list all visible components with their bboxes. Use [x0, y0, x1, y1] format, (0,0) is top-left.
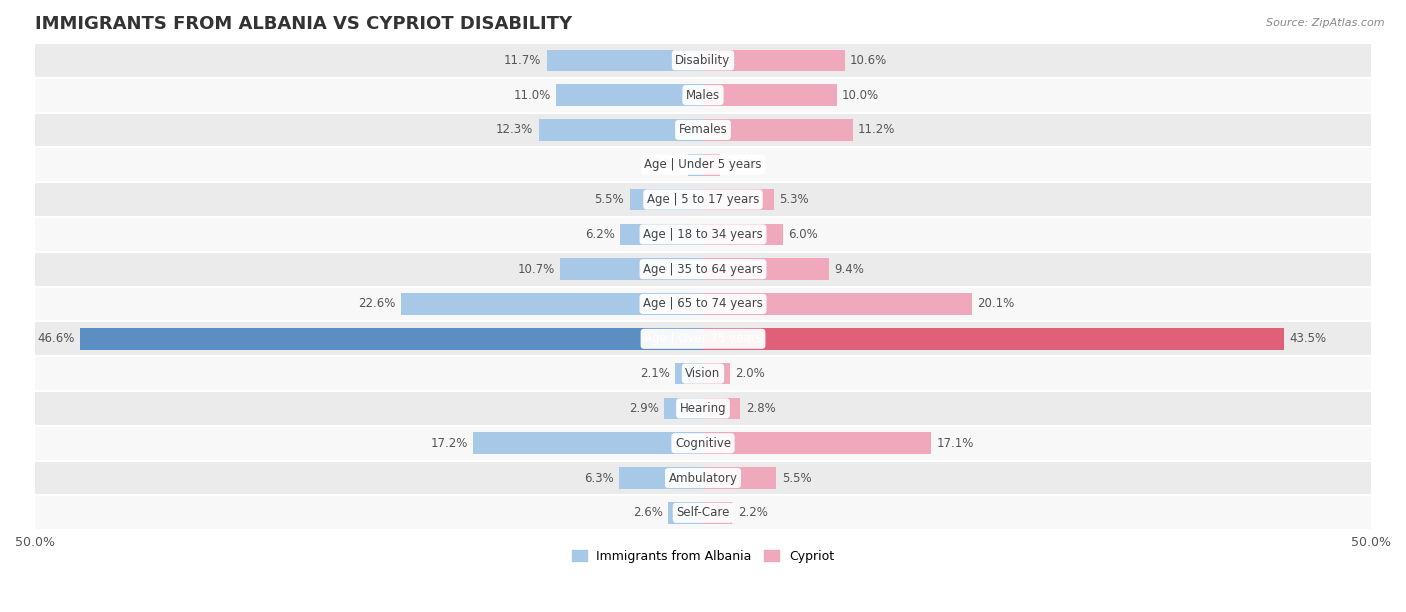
- Bar: [35, 113, 1371, 147]
- Text: Hearing: Hearing: [679, 402, 727, 415]
- Text: 12.3%: 12.3%: [496, 124, 533, 136]
- Bar: [703, 84, 837, 106]
- Bar: [620, 223, 703, 245]
- Text: Males: Males: [686, 89, 720, 102]
- Text: IMMIGRANTS FROM ALBANIA VS CYPRIOT DISABILITY: IMMIGRANTS FROM ALBANIA VS CYPRIOT DISAB…: [35, 15, 572, 33]
- Text: Age | Over 75 years: Age | Over 75 years: [644, 332, 762, 345]
- Text: 17.2%: 17.2%: [430, 437, 468, 450]
- Text: 6.3%: 6.3%: [583, 471, 613, 485]
- Text: 11.2%: 11.2%: [858, 124, 896, 136]
- Bar: [703, 502, 733, 524]
- Text: 10.0%: 10.0%: [842, 89, 879, 102]
- Text: 2.2%: 2.2%: [738, 506, 768, 520]
- Text: 11.7%: 11.7%: [503, 54, 541, 67]
- Bar: [35, 391, 1371, 426]
- Bar: [35, 182, 1371, 217]
- Text: 2.1%: 2.1%: [640, 367, 669, 380]
- Bar: [630, 188, 703, 211]
- Bar: [703, 467, 776, 489]
- Bar: [474, 433, 703, 454]
- Bar: [703, 363, 730, 384]
- Text: Disability: Disability: [675, 54, 731, 67]
- Text: 10.7%: 10.7%: [517, 263, 555, 275]
- Bar: [555, 84, 703, 106]
- Bar: [35, 252, 1371, 286]
- Bar: [703, 293, 972, 315]
- Bar: [538, 119, 703, 141]
- Text: 6.0%: 6.0%: [789, 228, 818, 241]
- Bar: [35, 78, 1371, 113]
- Text: 5.5%: 5.5%: [782, 471, 811, 485]
- Bar: [703, 223, 783, 245]
- Text: 46.6%: 46.6%: [38, 332, 75, 345]
- Bar: [35, 147, 1371, 182]
- Text: 1.3%: 1.3%: [725, 159, 755, 171]
- Bar: [35, 356, 1371, 391]
- Text: Vision: Vision: [685, 367, 721, 380]
- Text: Cognitive: Cognitive: [675, 437, 731, 450]
- Text: 9.4%: 9.4%: [834, 263, 863, 275]
- Text: 2.9%: 2.9%: [628, 402, 659, 415]
- Text: 17.1%: 17.1%: [936, 437, 974, 450]
- Bar: [35, 426, 1371, 461]
- Text: Source: ZipAtlas.com: Source: ZipAtlas.com: [1267, 18, 1385, 28]
- Text: Age | 18 to 34 years: Age | 18 to 34 years: [643, 228, 763, 241]
- Text: Ambulatory: Ambulatory: [668, 471, 738, 485]
- Bar: [703, 188, 773, 211]
- Text: 2.0%: 2.0%: [735, 367, 765, 380]
- Text: 1.1%: 1.1%: [652, 159, 683, 171]
- Text: 22.6%: 22.6%: [359, 297, 395, 310]
- Text: 11.0%: 11.0%: [513, 89, 551, 102]
- Text: Age | 35 to 64 years: Age | 35 to 64 years: [643, 263, 763, 275]
- Bar: [703, 398, 741, 419]
- Bar: [547, 50, 703, 71]
- Text: 6.2%: 6.2%: [585, 228, 614, 241]
- Bar: [35, 43, 1371, 78]
- Bar: [35, 461, 1371, 496]
- Bar: [703, 258, 828, 280]
- Bar: [35, 286, 1371, 321]
- Text: Females: Females: [679, 124, 727, 136]
- Bar: [703, 154, 720, 176]
- Text: 10.6%: 10.6%: [851, 54, 887, 67]
- Text: 20.1%: 20.1%: [977, 297, 1014, 310]
- Text: 5.3%: 5.3%: [779, 193, 808, 206]
- Bar: [668, 502, 703, 524]
- Bar: [619, 467, 703, 489]
- Text: Age | 65 to 74 years: Age | 65 to 74 years: [643, 297, 763, 310]
- Bar: [35, 321, 1371, 356]
- Text: Age | 5 to 17 years: Age | 5 to 17 years: [647, 193, 759, 206]
- Bar: [560, 258, 703, 280]
- Bar: [703, 433, 931, 454]
- Bar: [80, 328, 703, 349]
- Bar: [689, 154, 703, 176]
- Text: 43.5%: 43.5%: [1289, 332, 1327, 345]
- Bar: [675, 363, 703, 384]
- Text: 2.6%: 2.6%: [633, 506, 662, 520]
- Text: Age | Under 5 years: Age | Under 5 years: [644, 159, 762, 171]
- Text: 2.8%: 2.8%: [745, 402, 776, 415]
- Bar: [401, 293, 703, 315]
- Text: Self-Care: Self-Care: [676, 506, 730, 520]
- Bar: [703, 50, 845, 71]
- Bar: [35, 496, 1371, 530]
- Bar: [703, 119, 852, 141]
- Bar: [35, 217, 1371, 252]
- Legend: Immigrants from Albania, Cypriot: Immigrants from Albania, Cypriot: [567, 545, 839, 568]
- Text: 5.5%: 5.5%: [595, 193, 624, 206]
- Bar: [664, 398, 703, 419]
- Bar: [703, 328, 1284, 349]
